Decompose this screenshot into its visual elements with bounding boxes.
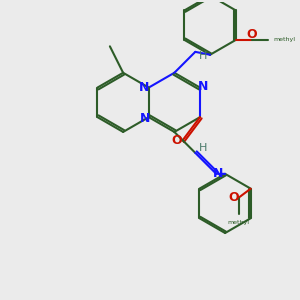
Text: N: N [140,112,150,125]
Text: methyl: methyl [228,220,250,225]
Text: N: N [139,81,149,94]
Text: O: O [247,28,257,41]
Text: O: O [228,191,239,204]
Text: N: N [198,80,209,93]
Text: methyl: methyl [274,38,296,43]
Text: N: N [212,167,223,180]
Text: H: H [199,51,207,61]
Text: H: H [199,143,207,153]
Text: O: O [172,134,182,147]
